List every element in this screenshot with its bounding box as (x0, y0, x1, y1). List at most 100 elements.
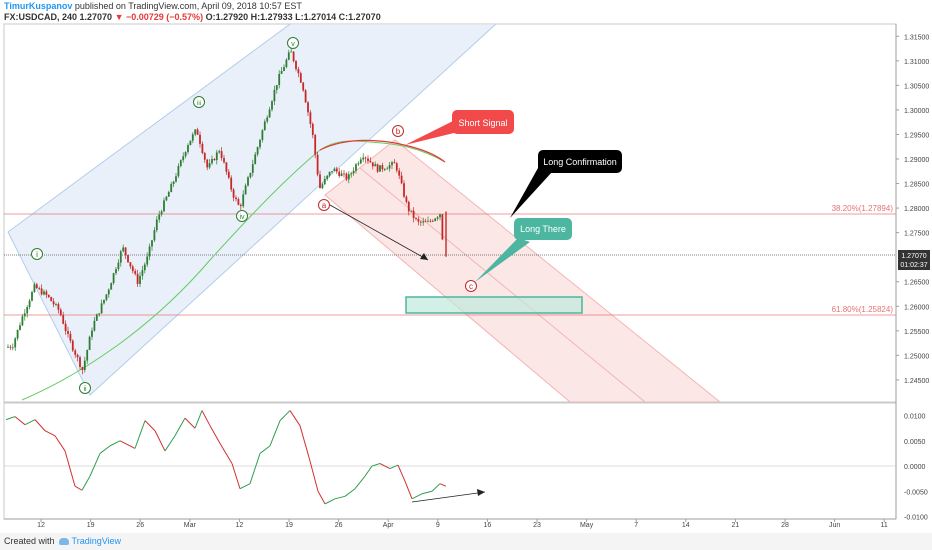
candle-body (419, 221, 422, 223)
candle-body (371, 162, 374, 167)
projection-arrow[interactable] (329, 204, 429, 261)
oscillator-segment (174, 417, 186, 437)
time-tick-label: 19 (87, 522, 95, 529)
candle-body (43, 291, 45, 295)
candle-body (367, 158, 369, 161)
wave-label-iv[interactable]: iv (236, 210, 248, 222)
price-axis[interactable]: 1.31500 1.31000 1.30500 1.30000 1.29500 1.290… (896, 34, 929, 385)
ascending-channel[interactable] (7, 2, 520, 396)
candle-body (129, 262, 132, 267)
candle-body (187, 145, 189, 152)
wave-label-v[interactable]: v (287, 37, 299, 49)
candle-body (28, 300, 31, 308)
author-name[interactable]: TimurKuspanov (4, 1, 73, 11)
candle-body (249, 172, 252, 178)
candle-body (427, 220, 429, 222)
candle-body (134, 271, 137, 274)
candle-body (239, 204, 242, 207)
candle-body (400, 175, 403, 184)
candle-body (362, 157, 365, 160)
oscillator-segment (279, 410, 291, 422)
oscillator-axis[interactable]: 0.0100 0.0050 0.0000 -0.0050 -0.0100 (904, 414, 928, 522)
short-signal-callout[interactable]: Short Signal (405, 110, 514, 145)
candle-body (259, 139, 261, 148)
wave-label-c[interactable]: c (465, 280, 477, 292)
candle-body (31, 292, 33, 301)
oscillator-segment (249, 453, 261, 484)
fib-38-label: 38.20%(1.27894) (832, 204, 894, 213)
candle-body (386, 168, 389, 170)
wave-label-iii[interactable]: iii (193, 96, 205, 108)
last-price: 1.27070 (79, 12, 113, 22)
long-there-callout[interactable]: Long There (475, 218, 572, 282)
candle-body (33, 284, 36, 293)
oscillator-segment (14, 416, 26, 426)
oscillator-segment (371, 463, 381, 467)
candle-body (11, 347, 14, 349)
candle-body (412, 210, 415, 219)
oscillator-segment (24, 419, 36, 426)
oscillator-segment (5, 416, 16, 421)
price-chart[interactable]: i ii iii iv v a b c Short Signal Long Co… (0, 0, 932, 533)
divergence-arrow[interactable] (411, 491, 486, 503)
candle-body (182, 156, 185, 161)
candle-body (91, 330, 93, 337)
oscillator-segment (344, 488, 356, 497)
oscillator-tick-label: 0.0050 (904, 439, 926, 446)
candle-body (112, 273, 115, 284)
tradingview-logo-icon (58, 538, 69, 546)
candle-body (122, 247, 125, 252)
oscillator-segment (164, 435, 176, 452)
candle-body (64, 323, 67, 331)
candle-body (26, 307, 29, 314)
candle-body (86, 349, 89, 361)
candle-body (244, 185, 247, 195)
current-price-tag (898, 250, 930, 270)
candle-body (333, 168, 336, 171)
price-tick-label: 1.28500 (904, 182, 929, 189)
time-tick-label: 7 (634, 522, 638, 529)
candle-body (254, 154, 257, 165)
candle-body (19, 325, 21, 330)
candle-body (280, 70, 283, 74)
candle-body (251, 164, 254, 173)
candle-body (148, 246, 151, 257)
candle-body (247, 177, 249, 186)
candle-body (338, 171, 341, 176)
candle-body (74, 350, 77, 355)
candle-body (403, 183, 405, 197)
candle-body (232, 189, 235, 198)
wave-label-i[interactable]: i (31, 248, 43, 260)
candle-body (131, 266, 134, 272)
candle-body (227, 171, 230, 178)
candle-body (45, 291, 48, 295)
target-zone[interactable] (405, 296, 583, 314)
long-confirmation-callout[interactable]: Long Confirmation (510, 150, 622, 218)
candle-body (203, 153, 206, 160)
oscillator-tick-label: 0.0000 (904, 464, 926, 471)
candle-body (359, 159, 362, 164)
candle-body (117, 262, 120, 270)
symbol-label: FX:USDCAD, 240 (4, 12, 78, 22)
candle-body (38, 288, 41, 289)
wave-label-b[interactable]: b (392, 125, 404, 137)
candle-body (393, 162, 396, 164)
candle-body (215, 152, 218, 161)
candle-body (261, 130, 264, 140)
candle-body (316, 154, 319, 175)
candle-body (40, 288, 43, 295)
candle-body (266, 117, 269, 122)
oscillator-segment (421, 490, 433, 495)
descending-channel[interactable] (324, 139, 721, 402)
projection-arrowhead (420, 253, 428, 260)
price-tick-label: 1.25000 (904, 353, 929, 360)
wave-label-ii[interactable]: ii (79, 382, 91, 394)
candle-body (436, 217, 439, 219)
oscillator-segment (194, 410, 203, 429)
wave-label-a[interactable]: a (318, 199, 330, 211)
time-axis[interactable]: 12 19 26 Mar 12 19 26 Apr 9 16 23 May 7 14 21 28 Jun 11 (37, 519, 888, 529)
candle-body (321, 184, 324, 189)
time-tick-label: 26 (136, 522, 144, 529)
tradingview-link[interactable]: TradingView (71, 536, 122, 546)
candle-body (278, 73, 281, 86)
